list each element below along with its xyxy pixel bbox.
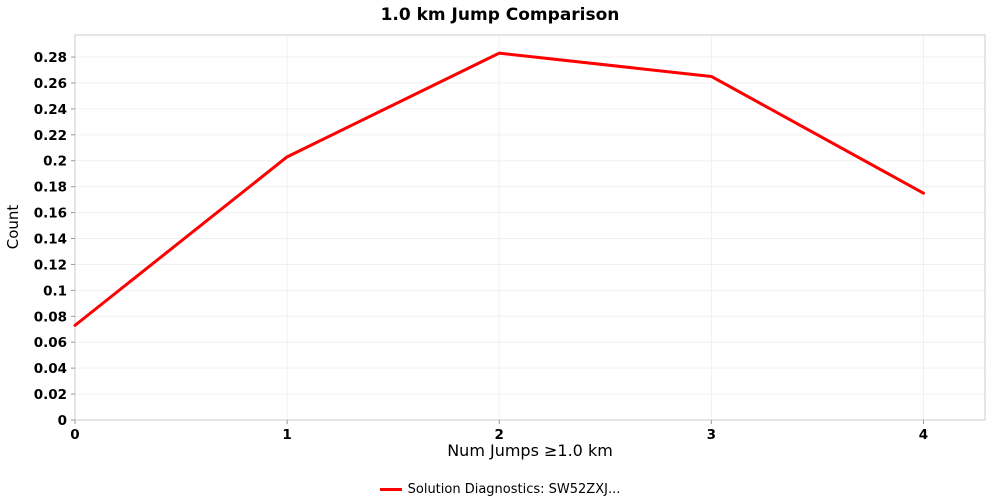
y-tick-label: 0.22: [34, 128, 67, 144]
y-tick-label: 0.28: [34, 50, 67, 66]
y-tick-label: 0.26: [34, 76, 67, 92]
y-tick-label: 0.04: [34, 361, 67, 377]
y-tick-label: 0.2: [43, 154, 67, 170]
legend-line-swatch: [379, 488, 402, 491]
series-line: [73, 51, 925, 327]
x-tick-label: 0: [70, 427, 79, 443]
plot-border: [74, 34, 986, 421]
x-tick-label: 3: [707, 427, 716, 443]
y-tick-label: 0: [58, 413, 67, 429]
y-tick-label: 0.24: [34, 102, 67, 118]
y-tick-label: 0.12: [34, 257, 67, 273]
y-tick-label: 0.1: [43, 283, 67, 299]
x-axis-title: Num Jumps ≥1.0 km: [447, 441, 613, 460]
y-tick-label: 0.08: [34, 309, 67, 325]
x-tick-label: 4: [919, 427, 928, 443]
legend: Solution Diagnostics: SW52ZXJ...: [0, 482, 1000, 497]
x-tick-label: 2: [495, 427, 504, 443]
y-tick-label: 0.14: [34, 232, 67, 248]
legend-label: Solution Diagnostics: SW52ZXJ...: [407, 482, 621, 497]
y-tick-label: 0.16: [34, 206, 67, 222]
y-tick-label: 0.06: [34, 335, 67, 351]
chart-title: 1.0 km Jump Comparison: [380, 5, 620, 25]
y-tick-label: 0.18: [34, 180, 67, 196]
x-tick-label: 1: [282, 427, 291, 443]
y-tick-label: 0.02: [34, 387, 67, 403]
